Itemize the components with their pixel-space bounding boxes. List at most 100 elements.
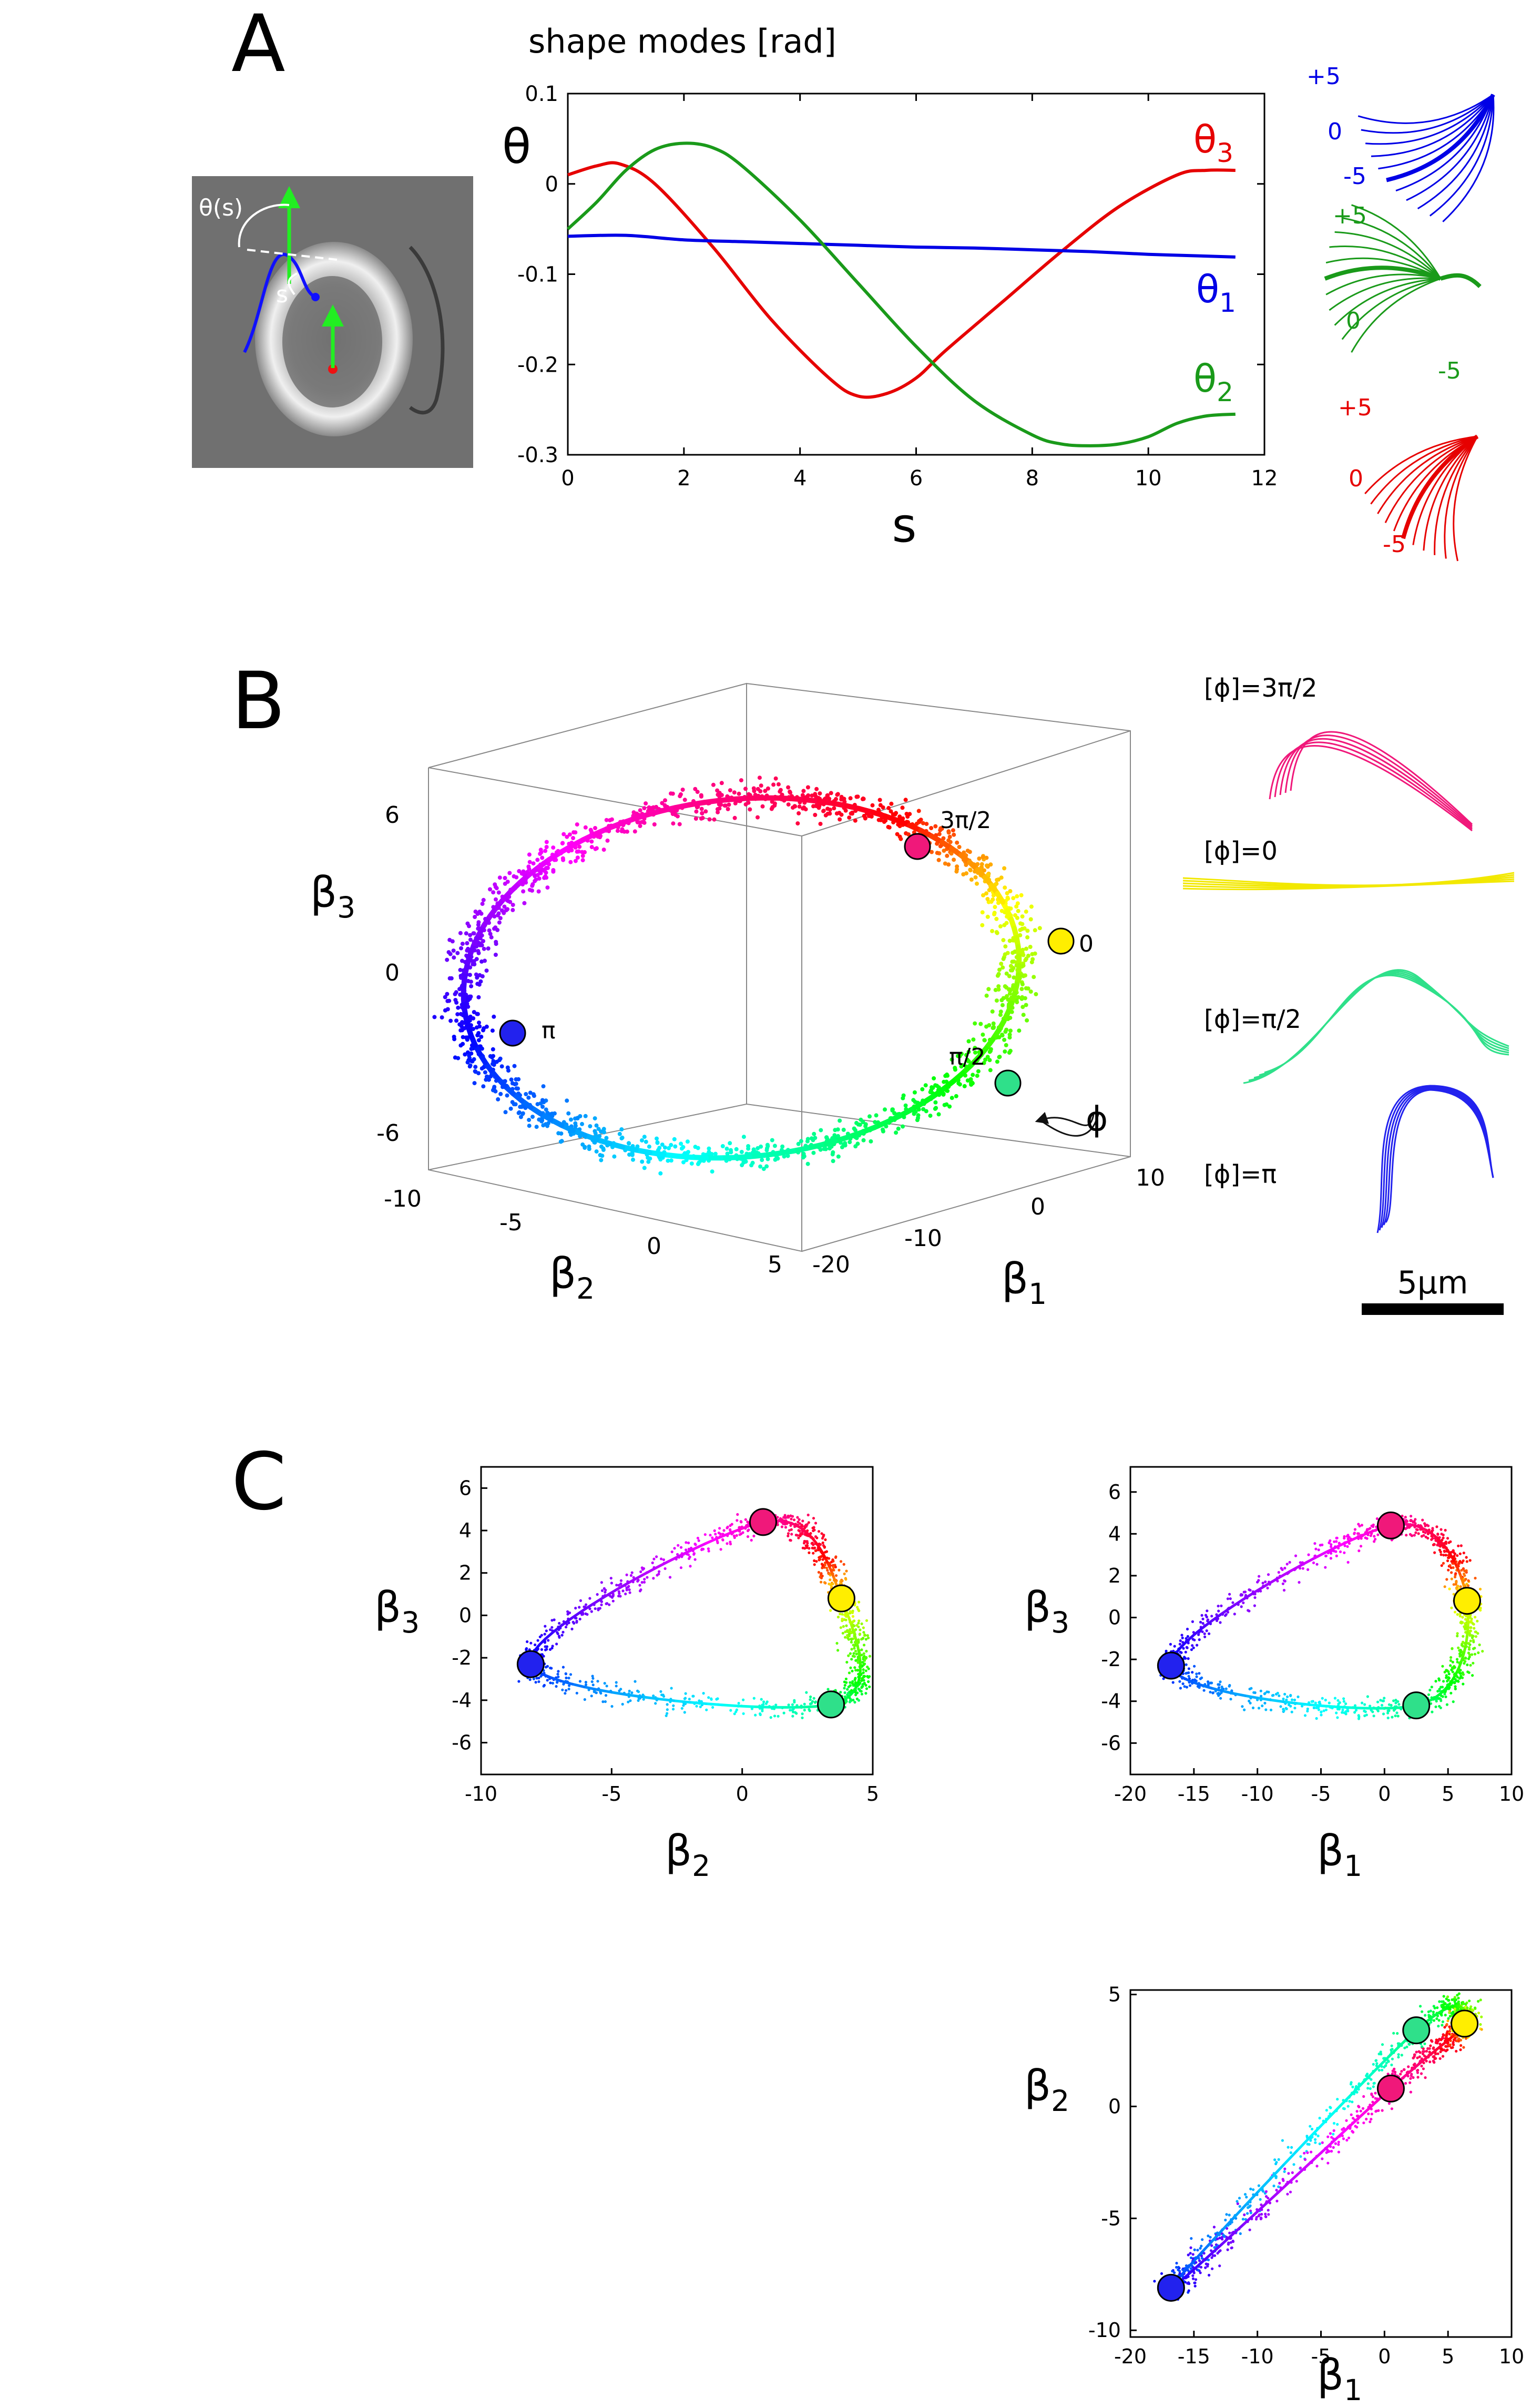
fan1-minus-label: -5 [1343,163,1366,190]
scatter-point [770,1138,774,1142]
scatter-point [996,901,1001,905]
scatter-point [1001,965,1005,970]
mode-shape-curve [1412,435,1478,545]
projection-point [619,1579,622,1582]
scatter-point [562,832,566,836]
scatter-point [981,855,985,860]
projection-point [556,1672,559,1676]
scatter-point [646,1156,650,1160]
projection-xtick-label: -20 [1114,2345,1147,2368]
projection-point [574,1607,577,1610]
projection-point [1279,1705,1282,1708]
projection-ytick-label: 0 [459,1604,472,1627]
projection-point [682,1704,685,1707]
projection-point [803,1702,806,1706]
projection-point [1457,1992,1461,1995]
projection-trajectory-segment [1220,1689,1234,1695]
projection-point [784,1526,788,1529]
fan2-zero-label: 0 [1346,308,1361,334]
projection-point [861,1683,864,1686]
scatter-point [801,789,806,793]
scatter-point [528,1090,533,1095]
scatter-point [896,1126,901,1131]
projection-point [850,1658,853,1661]
projection-point [1353,1711,1356,1714]
projection-point [700,1548,703,1552]
projection-point [742,1712,745,1715]
projection-point [598,1607,601,1610]
projection-trajectory-segment [560,1617,573,1627]
projection-point [1452,1583,1455,1586]
micrograph-tail [409,246,445,415]
projection-point [1226,1597,1229,1600]
scatter-point [962,1084,967,1088]
y-tick-neg5: -5 [499,1209,523,1236]
projection-point [854,1649,857,1653]
scatter-point [980,910,985,915]
projection-point [1346,2105,1350,2108]
projection-point [1189,2267,1192,2270]
projection-point [588,1607,591,1610]
scatter-point [793,804,798,809]
scatter-point [829,791,833,795]
projection-point [1478,1587,1482,1591]
projection-point [1479,1609,1482,1612]
projection-point [1191,1638,1195,1641]
scatter-point [632,829,637,834]
scatter-point [521,889,526,894]
projection-point [839,1626,842,1629]
scatter-point [985,1055,990,1059]
projection-point [1418,2055,1421,2058]
scatter-point [580,853,585,858]
projection-point [823,1545,826,1548]
projection-point [845,1624,848,1627]
projection-point [1278,2181,1281,2185]
projection-point [1442,1554,1445,1557]
scatter-point [952,858,956,862]
projection-point [1253,1596,1257,1599]
scatter-point [771,782,776,787]
mode-shape-curve [1361,94,1494,134]
scatter-point [530,1115,535,1119]
scatter-point [538,848,543,852]
projection-point [857,1699,861,1702]
scatter-point [973,1050,977,1055]
scatter-point [573,830,578,835]
projection-point [534,1643,537,1647]
phase-marker-pi2 [994,1069,1022,1097]
scatter-point [540,1098,545,1103]
projection-point [640,1581,644,1584]
projection-trajectory-segment [560,1679,574,1686]
scatter-point [748,807,752,812]
projection-point [566,1610,569,1613]
scatter-point [452,955,456,960]
scatter-point [598,1153,603,1157]
projection-point [1382,1699,1385,1702]
projection-point [844,1578,848,1581]
scatter-point [889,809,893,814]
projection-trajectory-segment [583,1686,599,1691]
projection-point [1336,1716,1339,1719]
projection-point [1281,2178,1284,2181]
projection-point [1203,1635,1207,1638]
projection-point [817,1530,821,1533]
scatter-point [766,786,770,791]
projection-point [854,1681,857,1684]
projection-point [558,1621,561,1625]
waveform-pi [1376,1085,1494,1233]
scatter-point [580,858,585,863]
projection-trajectory-segment [1210,1612,1223,1623]
scatter-point [931,1086,935,1090]
projection-point [817,1570,820,1574]
projection-point [1454,1687,1457,1690]
scatter-point [878,803,883,808]
projection-point [805,1540,809,1543]
projection-point [1468,1654,1472,1657]
scatter-point [693,787,698,791]
projection-point [1458,1615,1462,1618]
scatter-point [476,951,481,955]
waveform-label-pi: [ϕ]=π [1204,1160,1277,1189]
projection-point [857,1638,860,1641]
scatter-point [1028,917,1033,922]
mode-shape-curve [1324,266,1442,281]
